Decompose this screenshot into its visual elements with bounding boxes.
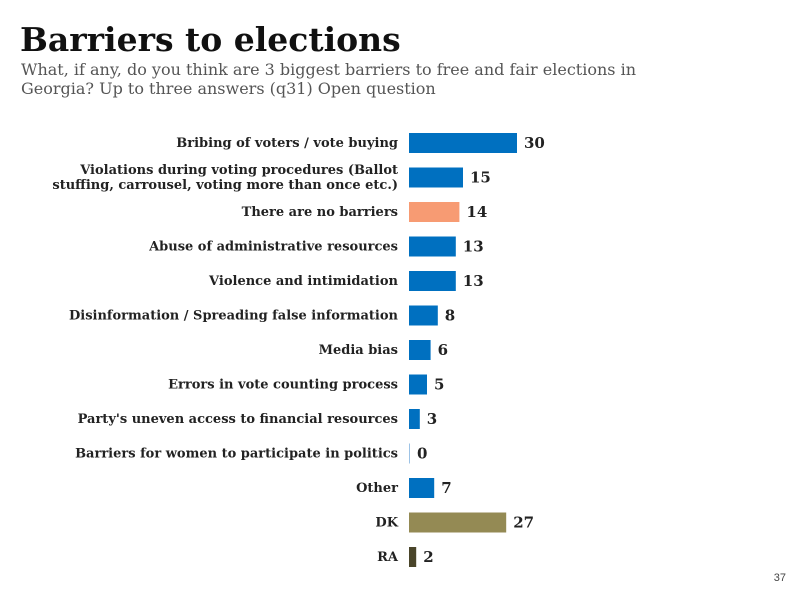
bar-ra [409,547,417,567]
value-label-other: 7 [441,479,451,497]
category-label-bribing-of-voters-vote-buying: Bribing of voters / vote buying [176,136,398,151]
value-label-there-are-no-barriers: 14 [466,203,487,221]
bar-party-s-uneven-access-to-financial-resources [409,409,420,429]
category-label-other: Other [356,481,398,496]
value-label-barriers-for-women-to-participate-in-politics: 0 [417,445,427,463]
value-label-violations-during-voting-procedures-ballot-stuffing-carrousel-voting-more-than-once-etc: 15 [470,169,491,187]
value-label-media-bias: 6 [438,341,448,359]
value-label-abuse-of-administrative-resources: 13 [463,238,484,256]
category-label-barriers-for-women-to-participate-in-politics: Barriers for women to participate in pol… [75,447,398,462]
category-label-errors-in-vote-counting-process: Errors in vote counting process [168,378,398,393]
value-label-dk: 27 [513,514,534,532]
category-label-party-s-uneven-access-to-financial-resources: Party's uneven access to financial resou… [78,412,398,427]
category-label-media-bias: Media bias [319,343,398,358]
bar-violence-and-intimidation [409,271,456,291]
category-label-ra: RA [377,550,399,565]
value-label-party-s-uneven-access-to-financial-resources: 3 [427,410,437,428]
value-label-errors-in-vote-counting-process: 5 [434,376,444,394]
chart-subtitle: What, if any, do you think are 3 biggest… [21,60,637,98]
category-label-violence-and-intimidation: Violence and intimidation [208,274,398,289]
category-label-disinformation-spreading-false-information: Disinformation / Spreading false informa… [69,309,399,324]
bar-bribing-of-voters-vote-buying [409,133,517,153]
bar-abuse-of-administrative-resources [409,236,456,257]
value-label-ra: 2 [423,548,433,566]
value-label-disinformation-spreading-false-information: 8 [445,307,455,325]
bar-errors-in-vote-counting-process [409,374,427,395]
category-label-violations-during-voting-procedures-ballot-stuffing-carrousel-voting-more-than-once-etc-line-2: stuffing, carrousel, voting more than on… [52,178,398,193]
category-label-violations-during-voting-procedures-ballot-stuffing-carrousel-voting-more-than-once-etc-line-1: Violations during voting procedures (Bal… [79,163,398,178]
bar-barriers-for-women-to-participate-in-politics [409,443,410,464]
category-label-abuse-of-administrative-resources: Abuse of administrative resources [148,240,398,255]
category-label-dk: DK [375,516,398,531]
bar-disinformation-spreading-false-information [409,305,438,326]
value-label-bribing-of-voters-vote-buying: 30 [524,134,545,152]
bar-there-are-no-barriers [409,202,460,222]
chart-title: Barriers to elections [20,20,401,59]
value-label-violence-and-intimidation: 13 [463,272,484,290]
category-label-there-are-no-barriers: There are no barriers [242,205,398,220]
bar-media-bias [409,340,431,360]
bar-dk [409,512,507,533]
page-number: 37 [773,572,786,584]
bar-other [409,478,435,498]
bar-violations-during-voting-procedures-ballot-stuffing-carrousel-voting-more-than-once-etc [409,167,463,188]
